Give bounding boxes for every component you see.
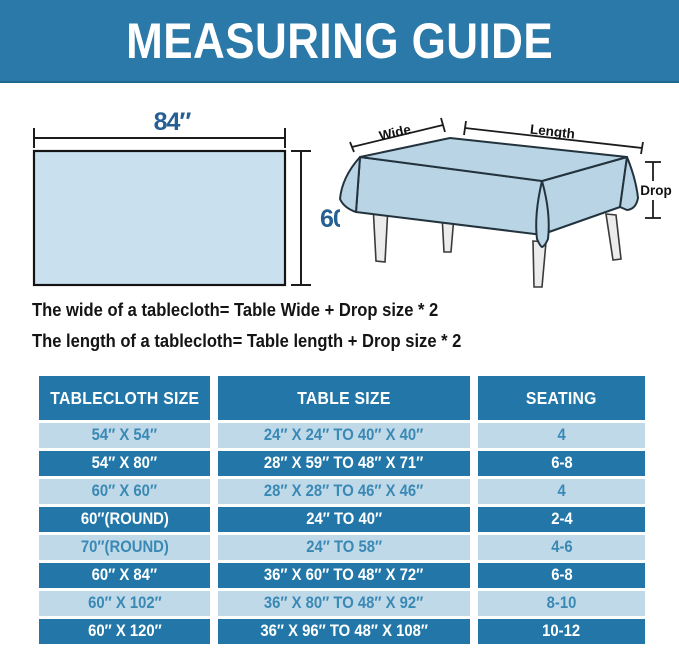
height-dimension-line: [291, 150, 311, 286]
table-cell: 60″ X 120″: [39, 619, 210, 644]
length-formula: The length of a tablecloth= Table length…: [32, 331, 462, 351]
table-cell: 4-6: [478, 535, 645, 560]
cloth-center-fold: [535, 180, 550, 248]
table-header-cell: SEATING: [478, 376, 645, 420]
title-banner: MEASURING GUIDE: [0, 0, 679, 83]
table-header-cell: TABLECLOTH SIZE: [39, 376, 210, 420]
wide-label: Wide: [378, 122, 413, 144]
table-perspective-diagram: Wide Length Drop: [339, 117, 672, 288]
table-cell: 8-10: [478, 591, 645, 616]
size-table: TABLECLOTH SIZE TABLE SIZE SEATING 54″ X 54…: [39, 376, 645, 644]
table-cell: 4: [478, 479, 645, 504]
table-cell: 36″ X 96″ TO 48″ X 108″: [218, 619, 470, 644]
table-cell: 10-12: [478, 619, 645, 644]
tablecloth-rectangle: [32, 149, 287, 287]
tablecloth-drawing: [339, 137, 639, 248]
length-label: Length: [529, 122, 575, 142]
width-dimension-line: [33, 128, 286, 148]
wide-dimension-line: [349, 117, 446, 153]
table-cell: 28″ X 59″ TO 48″ X 71″: [218, 451, 470, 476]
table-cell: 24″ X 24″ TO 40″ X 40″: [218, 423, 470, 448]
table-cell: 24″ TO 58″: [218, 535, 470, 560]
table-cell: 2-4: [478, 507, 645, 532]
cloth-left-corner-fold: [339, 156, 361, 213]
table-cell: 70″(ROUND): [39, 535, 210, 560]
drop-dimension-line: [645, 161, 661, 219]
drop-label: Drop: [640, 183, 672, 198]
table-cell: 4: [478, 423, 645, 448]
table-cell: 60″(ROUND): [39, 507, 210, 532]
table-cell: 28″ X 28″ TO 46″ X 46″: [218, 479, 470, 504]
table-cell: 60″ X 60″: [39, 479, 210, 504]
table-cell: 54″ X 54″: [39, 423, 210, 448]
table-cell: 60″ X 102″: [39, 591, 210, 616]
table-cell: 6-8: [478, 451, 645, 476]
table-cell: 60″ X 84″: [39, 563, 210, 588]
table-cell: 36″ X 60″ TO 48″ X 72″: [218, 563, 470, 588]
cloth-right-corner-fold: [619, 156, 639, 211]
height-dimension-label: 60″: [320, 205, 340, 233]
table-cell: 6-8: [478, 563, 645, 588]
width-formula: The wide of a tablecloth= Table Wide + D…: [32, 300, 439, 320]
table-header-cell: TABLE SIZE: [218, 376, 470, 420]
table-cell: 36″ X 80″ TO 48″ X 92″: [218, 591, 470, 616]
width-dimension-label: 84″: [154, 108, 192, 136]
tablecloth-dimensions-diagram: 84″ 60″: [32, 108, 340, 287]
table-cell: 24″ TO 40″: [218, 507, 470, 532]
length-dimension-line: [463, 120, 644, 155]
page-title: MEASURING GUIDE: [125, 12, 554, 69]
table-cell: 54″ X 80″: [39, 451, 210, 476]
